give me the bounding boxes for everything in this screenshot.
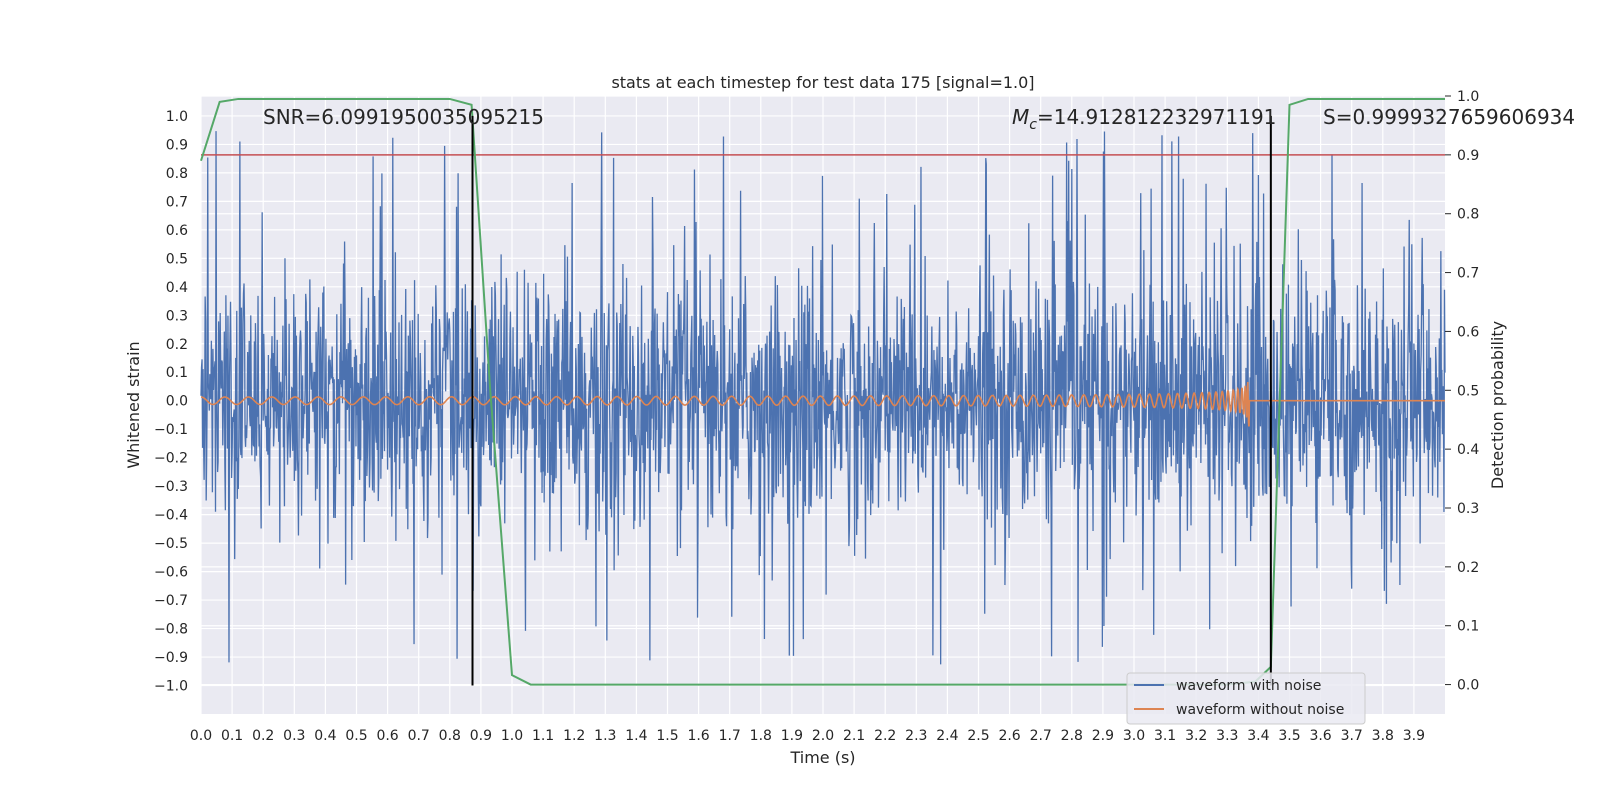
x-tick-label: 2.7: [1030, 728, 1052, 744]
x-tick-label: 2.4: [936, 728, 958, 744]
y-tick-label: 0.8: [166, 166, 188, 182]
x-tick-label: 2.2: [874, 728, 896, 744]
x-tick-label: 1.3: [594, 728, 616, 744]
y2-tick-label: 0.3: [1457, 501, 1479, 517]
x-tick-label: 3.1: [1154, 728, 1176, 744]
y-tick-label: −0.5: [154, 536, 188, 552]
y-tick-label: 1.0: [166, 109, 188, 125]
legend-label-chirp: waveform without noise: [1176, 702, 1344, 718]
series-waveform-without-noise: [200, 381, 1445, 427]
y2-tick-label: 0.2: [1457, 560, 1479, 576]
x-tick-label: 3.5: [1278, 728, 1300, 744]
x-tick-label: 0.1: [221, 728, 243, 744]
chirp-mass-symbol: M: [1012, 105, 1029, 129]
snr-annotation: SNR=6.0991950035095215: [263, 105, 544, 129]
x-tick-label: 0.8: [439, 728, 461, 744]
x-tick-label: 3.4: [1247, 728, 1269, 744]
series-detection-probability: [200, 97, 1445, 686]
y2-tick-label: 0.4: [1457, 442, 1479, 458]
y-tick-label: 0.7: [166, 194, 188, 210]
chart-title: stats at each timestep for test data 175…: [611, 73, 1034, 92]
x-tick-label: 3.3: [1216, 728, 1238, 744]
noise-line: [200, 131, 1446, 665]
x-tick-label: 1.4: [625, 728, 647, 744]
x-tick-label: 1.7: [719, 728, 741, 744]
y2-tick-label: 0.0: [1457, 678, 1479, 694]
y-axis-ticks: 1.0 0.9 0.8 0.7 0.6 0.5 0.4 0.3 0.2 0.1 0.0 −0.1 −0.…: [154, 109, 188, 695]
y2-tick-label: 0.6: [1457, 324, 1479, 340]
y2-tick-label: 1.0: [1457, 89, 1479, 105]
y-tick-label: −0.7: [154, 593, 188, 609]
x-axis-label: Time (s): [789, 748, 855, 767]
x-tick-label: 3.8: [1372, 728, 1394, 744]
y2-axis-ticks: 1.0 0.9 0.8 0.7 0.6 0.5 0.4 0.3 0.2 0.1 0.0: [1445, 89, 1479, 694]
legend-box: [1126, 672, 1366, 725]
x-tick-label: 2.8: [1061, 728, 1083, 744]
x-tick-label: 0.6: [376, 728, 398, 744]
x-tick-label: 3.6: [1309, 728, 1331, 744]
series-waveform-with-noise: [200, 131, 1446, 665]
y-tick-label: −0.2: [154, 451, 188, 467]
x-tick-label: 1.9: [781, 728, 803, 744]
x-tick-label: 0.5: [345, 728, 367, 744]
x-tick-label: 1.6: [687, 728, 709, 744]
x-tick-label: 1.8: [750, 728, 772, 744]
x-tick-label: 2.9: [1092, 728, 1114, 744]
y-tick-label: −1.0: [154, 679, 188, 695]
y-tick-label: 0.3: [166, 308, 188, 324]
y-tick-label: 0.9: [166, 137, 188, 153]
x-tick-label: 3.2: [1185, 728, 1207, 744]
x-tick-label: 0.7: [408, 728, 430, 744]
legend-label-noise: waveform with noise: [1176, 678, 1321, 694]
x-tick-label: 1.1: [532, 728, 554, 744]
y-tick-label: 0.6: [166, 223, 188, 239]
x-tick-label: 0.3: [283, 728, 305, 744]
x-tick-label: 1.5: [656, 728, 678, 744]
x-tick-label: 0.4: [314, 728, 336, 744]
x-axis-ticks: 0.0 0.1 0.2 0.3 0.4 0.5 0.6 0.7 0.8 0.9 1.0 1.1 1.2 1…: [190, 728, 1425, 744]
x-tick-label: 1.2: [563, 728, 585, 744]
x-tick-label: 3.0: [1123, 728, 1145, 744]
legend: waveform with noise waveform without noi…: [1126, 672, 1366, 725]
x-tick-label: 0.9: [470, 728, 492, 744]
y2-tick-label: 0.1: [1457, 619, 1479, 635]
x-tick-label: 3.9: [1403, 728, 1425, 744]
x-tick-label: 1.0: [501, 728, 523, 744]
x-tick-label: 0.0: [190, 728, 212, 744]
y-tick-label: 0.5: [166, 251, 188, 267]
y-tick-label: −0.6: [154, 565, 188, 581]
y-tick-label: −0.9: [154, 650, 188, 666]
x-tick-label: 2.6: [998, 728, 1020, 744]
y-tick-label: −0.4: [154, 508, 188, 524]
detection-score-annotation: S=0.9999327659606934: [1323, 105, 1575, 129]
y-tick-label: −0.8: [154, 622, 188, 638]
x-tick-label: 2.5: [967, 728, 989, 744]
x-tick-label: 2.3: [905, 728, 927, 744]
y-tick-label: −0.3: [154, 479, 188, 495]
y-tick-label: −0.1: [154, 422, 188, 438]
chirp-mass-subscript: c: [1029, 117, 1037, 133]
y-axis-label: Whitened strain: [124, 341, 143, 468]
y2-tick-label: 0.8: [1457, 207, 1479, 223]
chirp-mass-annotation: Mc=14.912812232971191: [1012, 105, 1276, 133]
y-tick-label: 0.4: [166, 280, 188, 296]
y-tick-label: 0.1: [166, 365, 188, 381]
y2-tick-label: 0.9: [1457, 148, 1479, 164]
x-tick-label: 3.7: [1341, 728, 1363, 744]
y-tick-label: 0.2: [166, 337, 188, 353]
y2-tick-label: 0.7: [1457, 266, 1479, 282]
x-tick-label: 0.2: [252, 728, 274, 744]
chirp-line: [200, 381, 1445, 427]
x-tick-label: 2.0: [812, 728, 834, 744]
x-tick-label: 2.1: [843, 728, 865, 744]
probability-line: [200, 97, 1445, 686]
y2-tick-label: 0.5: [1457, 383, 1479, 399]
chirp-mass-value: =14.912812232971191: [1037, 105, 1276, 129]
vertical-markers: [471, 115, 1272, 686]
y-tick-label: 0.0: [166, 394, 188, 410]
y2-axis-label: Detection probability: [1488, 321, 1507, 489]
